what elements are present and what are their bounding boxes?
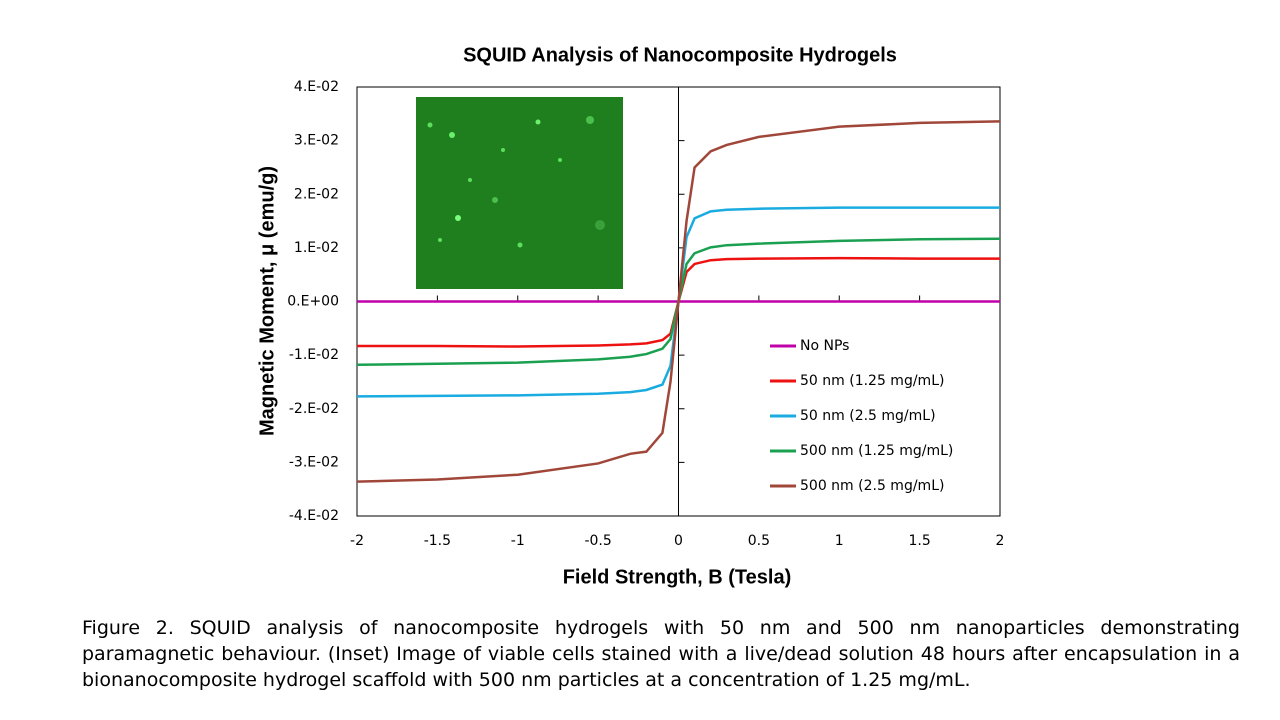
x-tick-label: 0.5 (748, 533, 770, 549)
x-tick-label: 1.5 (908, 533, 930, 549)
x-tick-label: -1 (511, 533, 525, 549)
legend-label: 50 nm (1.25 mg/mL) (800, 373, 944, 389)
y-tick-label: 1.E-02 (294, 240, 339, 256)
y-axis-title: Magnetic Moment, μ (emu/g) (256, 166, 278, 436)
y-tick-label: 3.E-02 (294, 133, 339, 149)
caption: Figure 2. SQUID analysis of nanocomposit… (82, 617, 1240, 691)
legend-label: 50 nm (2.5 mg/mL) (800, 408, 936, 424)
y-tick-label: 4.E-02 (294, 79, 339, 95)
series-line (356, 120, 1001, 483)
y-tick-label: 0.E+00 (287, 294, 339, 310)
legend-label: No NPs (800, 338, 849, 354)
y-tick-label: 2.E-02 (294, 186, 339, 202)
x-tick-label: -0.5 (584, 533, 611, 549)
x-axis-title: Field Strength, B (Tesla) (563, 566, 792, 588)
legend-label: 500 nm (2.5 mg/mL) (800, 478, 944, 494)
x-tick-label: 1 (835, 533, 844, 549)
chart: SQUID Analysis of Nanocomposite Hydrogel… (256, 44, 1005, 588)
y-tick-label: -2.E-02 (289, 401, 339, 417)
legend-label: 500 nm (1.25 mg/mL) (800, 443, 953, 459)
x-tick-label: -1.5 (424, 533, 451, 549)
x-tick-label: 2 (996, 533, 1005, 549)
y-tick-label: -3.E-02 (289, 454, 339, 470)
chart-title: SQUID Analysis of Nanocomposite Hydrogel… (463, 44, 897, 66)
y-tick-label: -4.E-02 (289, 508, 339, 524)
y-tick-label: -1.E-02 (289, 347, 339, 363)
x-tick-label: 0 (674, 533, 683, 549)
x-tick-label: -2 (350, 533, 364, 549)
inset-image (416, 97, 623, 289)
